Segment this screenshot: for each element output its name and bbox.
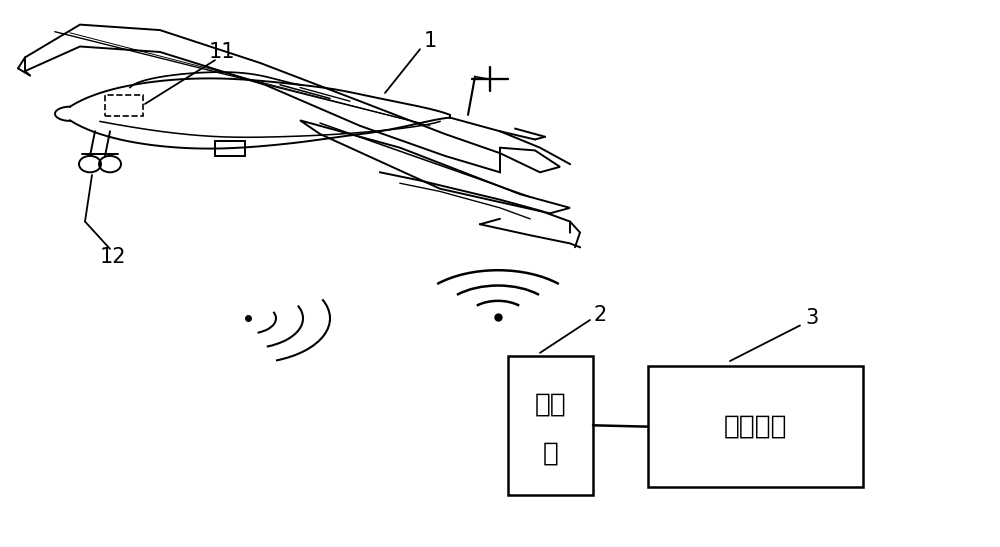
Text: 11: 11	[209, 42, 235, 62]
Text: 3: 3	[805, 309, 819, 328]
Text: 控制: 控制	[535, 391, 566, 417]
Bar	[508, 356, 593, 495]
Text: 器: 器	[543, 440, 558, 466]
Bar	[648, 366, 863, 487]
Text: 12: 12	[100, 247, 126, 267]
Text: 显示装置: 显示装置	[724, 414, 787, 440]
Text: 1: 1	[423, 31, 437, 51]
Text: 2: 2	[593, 305, 607, 324]
